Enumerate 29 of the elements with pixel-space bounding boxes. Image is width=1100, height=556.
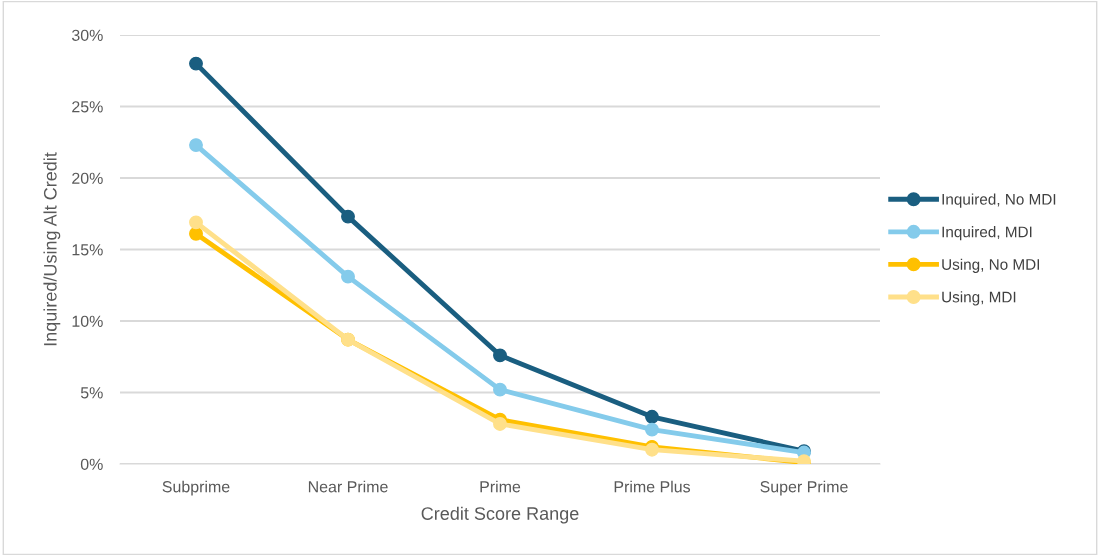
point bbox=[645, 409, 659, 424]
y-tick-label: 10% bbox=[72, 315, 103, 327]
point bbox=[493, 382, 507, 397]
point bbox=[341, 269, 355, 284]
y-tick-label: 5% bbox=[80, 387, 103, 399]
x-tick-label: Super Prime bbox=[760, 480, 848, 496]
y-axis-title: Inquired/Using Alt Credit bbox=[43, 152, 61, 346]
point bbox=[189, 138, 203, 153]
legend-label: Inquired, MDI bbox=[942, 226, 1032, 241]
y-tick-label: 20% bbox=[72, 172, 103, 184]
point bbox=[189, 215, 203, 230]
legend-label: Using, No MDI bbox=[942, 258, 1040, 273]
x-axis-title: Credit Score Range bbox=[421, 506, 579, 524]
point bbox=[493, 417, 507, 431]
y-tick-label: 25% bbox=[72, 101, 103, 113]
point bbox=[189, 56, 203, 71]
x-tick-label: Near Prime bbox=[308, 480, 388, 493]
point bbox=[189, 226, 203, 241]
x-tick-label: Subprime bbox=[162, 480, 230, 496]
x-tick-label: Prime Plus bbox=[614, 480, 691, 493]
point bbox=[341, 209, 355, 224]
point bbox=[645, 422, 659, 437]
y-tick-label: 30% bbox=[71, 29, 103, 41]
y-tick-label: 0% bbox=[80, 458, 103, 470]
x-tick-label: Prime bbox=[480, 480, 521, 493]
point bbox=[493, 348, 507, 363]
legend-label: Using, MDI bbox=[942, 291, 1016, 306]
y-tick-label: 15% bbox=[72, 244, 103, 256]
legend-label: Inquired, No MDI bbox=[942, 193, 1056, 208]
